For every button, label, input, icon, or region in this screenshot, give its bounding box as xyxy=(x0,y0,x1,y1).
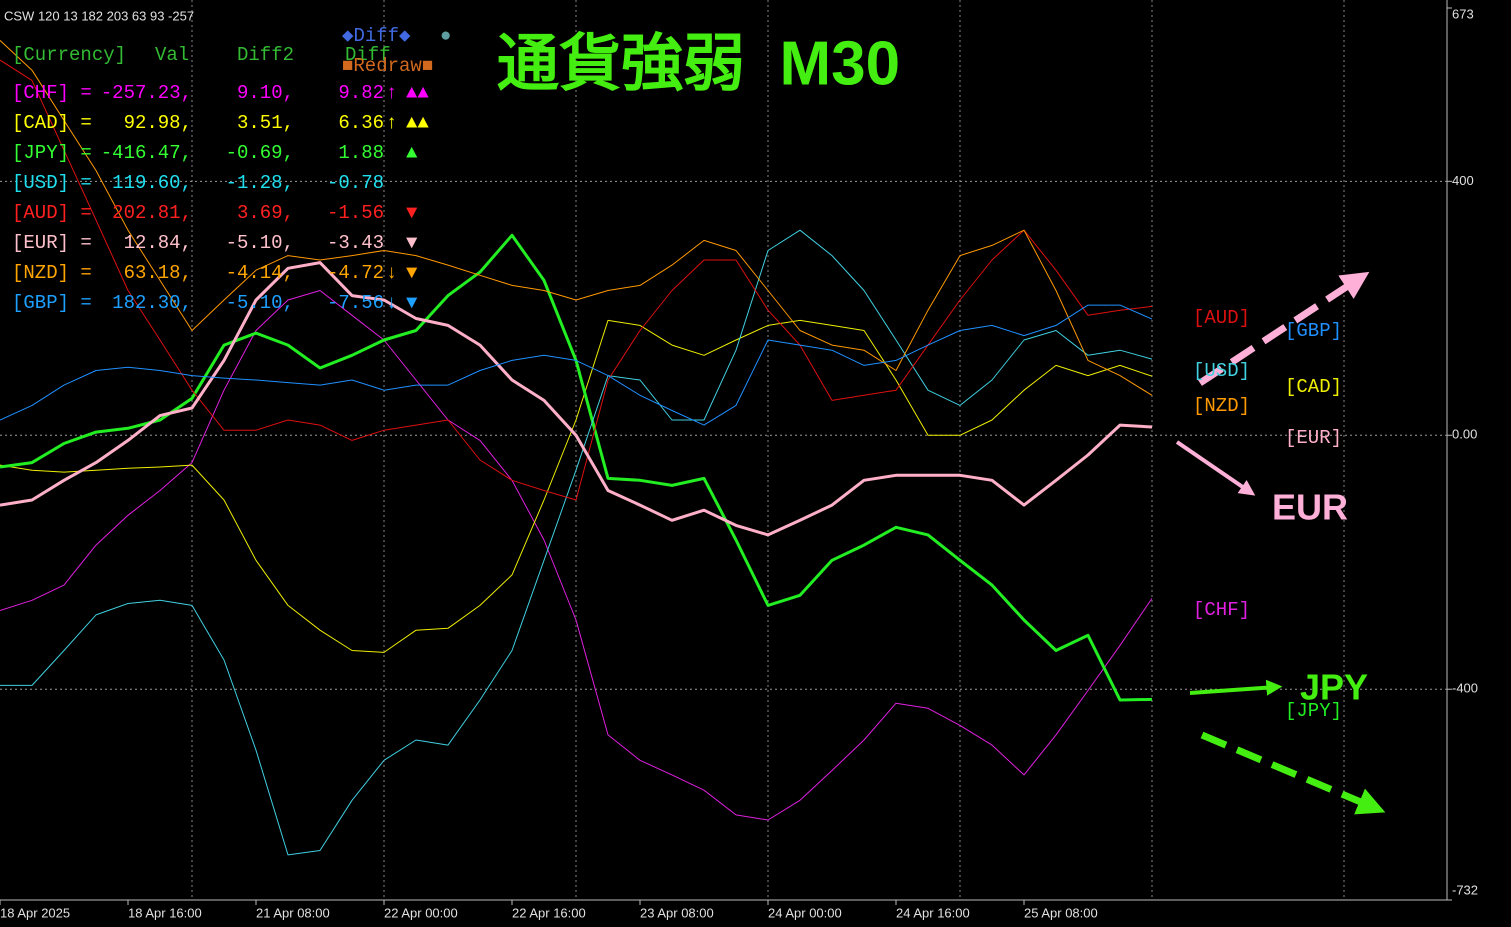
legend-label: [AUD] xyxy=(1193,307,1250,329)
row-val: 92.98, xyxy=(124,112,192,134)
row-label: [CAD] = xyxy=(12,112,92,134)
legend-label: [CAD] xyxy=(1285,376,1342,398)
legend-label: [JPY] xyxy=(1285,700,1342,722)
row-marks: ▲▲ xyxy=(406,112,429,134)
annotation: JPY xyxy=(1300,667,1368,708)
row-diff: -1.56 xyxy=(327,202,384,224)
row-diff: 6.36 xyxy=(338,112,384,134)
series-line xyxy=(0,229,1153,856)
row-marks: ▲ xyxy=(406,142,418,164)
arrow xyxy=(1198,271,1370,386)
arrow xyxy=(1189,679,1283,696)
row-diff2: -4.14, xyxy=(226,262,294,284)
row-diff2: -0.69, xyxy=(226,142,294,164)
row-diff2: -5.10, xyxy=(226,232,294,254)
annotation-arrows xyxy=(1175,271,1386,815)
row-arrow: ↑ xyxy=(386,82,397,104)
panel: [Currency] Val Diff2 Diff ◆Diff◆ ● ■Redr… xyxy=(12,25,451,314)
series-line xyxy=(0,59,1153,501)
row-label: [EUR] = xyxy=(12,232,92,254)
row-diff: -3.43 xyxy=(327,232,384,254)
row-val: 182.30, xyxy=(112,292,192,314)
lines xyxy=(0,40,1153,856)
x-tick-label: 22 Apr 00:00 xyxy=(384,905,458,920)
row-diff: -0.78 xyxy=(327,172,384,194)
x-tick-label: 24 Apr 00:00 xyxy=(768,905,842,920)
row-diff: 1.88 xyxy=(338,142,384,164)
legend-label: [NZD] xyxy=(1193,395,1250,417)
y-tick-label: -400 xyxy=(1452,681,1478,696)
series-line xyxy=(0,290,1153,821)
row-marks: ▼ xyxy=(406,232,418,254)
row-label: [USD] = xyxy=(12,172,92,194)
header-currency: [Currency] xyxy=(12,44,126,66)
row-label: [GBP] = xyxy=(12,292,92,314)
row-arrow: ↓ xyxy=(386,292,397,314)
x-tick-label: 22 Apr 16:00 xyxy=(512,905,586,920)
row-marks: ▲▲ xyxy=(406,82,429,104)
header-diff: Diff xyxy=(345,44,391,66)
x-tick-label: 18 Apr 16:00 xyxy=(128,905,202,920)
x-tick-label: 18 Apr 2025 xyxy=(0,905,70,920)
row-val: 119.60, xyxy=(112,172,192,194)
grid xyxy=(0,0,1452,905)
y-tick-label: 673 xyxy=(1452,6,1474,21)
series-line xyxy=(0,304,1153,426)
row-diff: -4.72 xyxy=(327,262,384,284)
row-diff2: 3.51, xyxy=(237,112,294,134)
row-label: [CHF] = xyxy=(12,82,92,104)
row-diff2: -1.28, xyxy=(226,172,294,194)
x-tick-label: 24 Apr 16:00 xyxy=(896,905,970,920)
row-arrow: ↓ xyxy=(386,262,397,284)
arrow xyxy=(1200,731,1386,815)
redraw-button[interactable]: ■Redraw■ xyxy=(342,55,433,77)
row-val: -257.23, xyxy=(101,82,192,104)
row-diff2: 3.69, xyxy=(237,202,294,224)
y-tick-label: 0.00 xyxy=(1452,427,1477,442)
annotation: EUR xyxy=(1272,487,1348,528)
row-diff: -7.56 xyxy=(327,292,384,314)
row-val: 12.84, xyxy=(124,232,192,254)
status-text: CSW 120 13 182 203 63 93 -257 xyxy=(4,8,194,23)
row-label: [NZD] = xyxy=(12,262,92,284)
row-diff: 9.82 xyxy=(338,82,384,104)
legend-label: [GBP] xyxy=(1285,320,1342,342)
row-val: -416.47, xyxy=(101,142,192,164)
row-marks: ▼ xyxy=(406,292,418,314)
row-val: 63.18, xyxy=(124,262,192,284)
arrow xyxy=(1175,440,1256,496)
header-diff2: Diff2 xyxy=(237,44,294,66)
y-tick-label: 400 xyxy=(1452,173,1474,188)
legend-label: [EUR] xyxy=(1285,427,1342,449)
row-label: [JPY] = xyxy=(12,142,92,164)
legend-label: [USD] xyxy=(1193,360,1250,382)
legend-label: [CHF] xyxy=(1193,599,1250,621)
row-diff2: 9.10, xyxy=(237,82,294,104)
series-line xyxy=(0,319,1153,653)
diff-button[interactable]: ◆Diff◆ xyxy=(342,25,411,47)
row-diff2: -5.10, xyxy=(226,292,294,314)
x-tick-label: 25 Apr 08:00 xyxy=(1024,905,1098,920)
row-label: [AUD] = xyxy=(12,202,92,224)
x-tick-label: 23 Apr 08:00 xyxy=(640,905,714,920)
row-marks: ▼ xyxy=(406,202,418,224)
row-marks: ▼ xyxy=(406,262,418,284)
y-tick-label: -732 xyxy=(1452,882,1478,897)
chart-title: 通貨強弱 M30 xyxy=(497,29,900,98)
header-val: Val xyxy=(155,44,189,66)
series-line xyxy=(0,261,1153,537)
row-val: 202.81, xyxy=(112,202,192,224)
toggle-button[interactable]: ● xyxy=(440,25,451,47)
series-line xyxy=(0,40,1153,396)
x-tick-label: 21 Apr 08:00 xyxy=(256,905,330,920)
row-arrow: ↑ xyxy=(386,112,397,134)
